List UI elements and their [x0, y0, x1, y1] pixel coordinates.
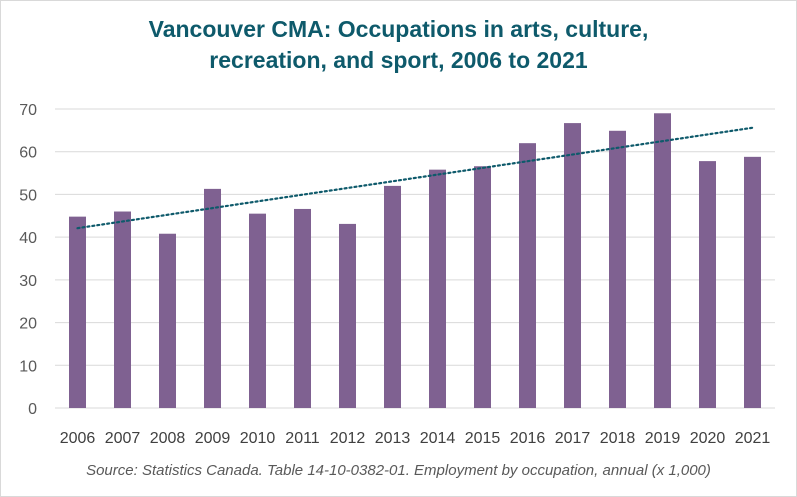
x-tick-label: 2009	[195, 430, 231, 447]
bar-2019	[654, 113, 671, 409]
bar-2006	[69, 216, 86, 408]
bar-series	[69, 113, 761, 409]
x-tick-label: 2014	[420, 430, 456, 447]
y-tick-label: 10	[19, 358, 37, 375]
x-tick-label: 2020	[690, 430, 726, 447]
x-tick-label: 2012	[330, 430, 366, 447]
y-tick-label: 60	[19, 145, 37, 162]
bar-2014	[429, 169, 446, 408]
bar-2009	[204, 188, 221, 408]
x-tick-label: 2021	[735, 430, 771, 447]
x-tick-label: 2010	[240, 430, 276, 447]
x-tick-label: 2011	[285, 430, 320, 447]
trendline-layer	[76, 126, 754, 230]
bar-2017	[564, 123, 581, 409]
chart-title-line-2: recreation, and sport, 2006 to 2021	[209, 47, 588, 73]
y-tick-label: 30	[19, 273, 37, 290]
bar-2012	[339, 223, 356, 408]
y-tick-label: 0	[28, 401, 37, 418]
bar-2007	[114, 211, 131, 408]
x-tick-label: 2013	[375, 430, 411, 447]
x-tick-label: 2017	[555, 430, 591, 447]
bar-2010	[249, 213, 266, 408]
chart-title: Vancouver CMA: Occupations in arts, cult…	[0, 14, 797, 76]
x-tick-label: 2016	[510, 430, 546, 447]
y-tick-label: 40	[19, 230, 37, 247]
x-tick-label: 2007	[105, 430, 141, 447]
trendline	[76, 126, 754, 230]
x-tick-label: 2006	[60, 430, 96, 447]
bar-2011	[294, 208, 311, 408]
bar-2018	[609, 130, 626, 408]
bar-2021	[744, 156, 761, 408]
bar-2015	[474, 166, 491, 408]
chart-title-line-1: Vancouver CMA: Occupations in arts, cult…	[148, 16, 649, 42]
bar-2008	[159, 233, 176, 408]
bar-2020	[699, 161, 716, 408]
bar-2016	[519, 143, 536, 408]
source-note: Source: Statistics Canada. Table 14-10-0…	[86, 462, 711, 479]
y-tick-label: 50	[19, 187, 37, 204]
y-axis-tick-labels: 0 10 20 30 40 50 60 70	[19, 102, 37, 418]
x-axis-tick-labels: 2006 2007 2008 2009 2010 2011 2012 2013 2014 2015…	[60, 430, 771, 447]
x-tick-label: 2019	[645, 430, 681, 447]
x-tick-label: 2008	[150, 430, 186, 447]
y-tick-label: 20	[19, 316, 37, 333]
y-tick-label: 70	[19, 102, 37, 119]
x-tick-label: 2018	[600, 430, 636, 447]
x-tick-label: 2015	[465, 430, 501, 447]
bar-2013	[384, 185, 401, 408]
